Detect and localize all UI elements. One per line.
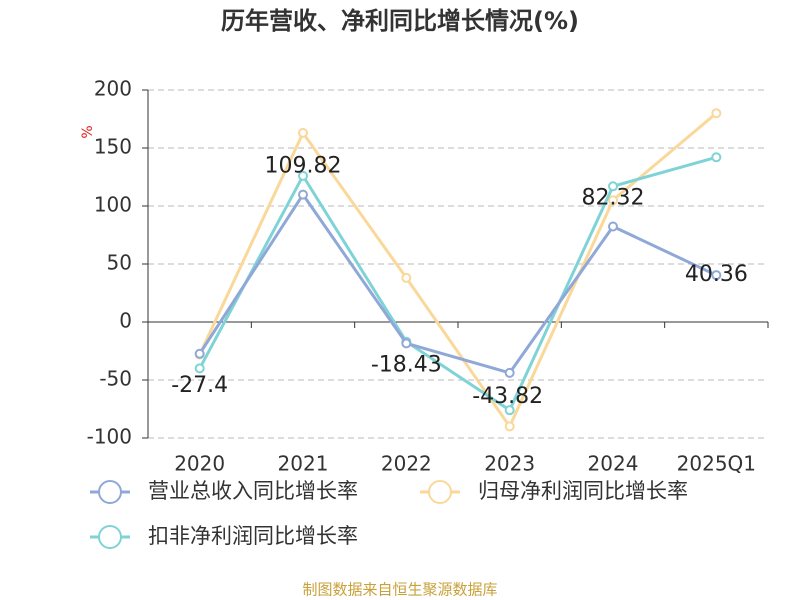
legend-label: 扣非净利润同比增长率 bbox=[148, 524, 358, 548]
point bbox=[401, 338, 412, 349]
value-label: -27.4 bbox=[171, 373, 228, 398]
point bbox=[504, 405, 515, 416]
value-label: 82.32 bbox=[582, 186, 645, 211]
series-line bbox=[198, 155, 717, 413]
value-label: -43.82 bbox=[472, 384, 543, 409]
point bbox=[608, 221, 618, 232]
point bbox=[194, 348, 205, 359]
point bbox=[711, 108, 722, 119]
x-tick-label: 2020 bbox=[174, 452, 225, 476]
legend-label: 归母净利润同比增长率 bbox=[478, 479, 688, 503]
x-tick-label: 2023 bbox=[484, 452, 535, 476]
y-tick-label: 50 bbox=[107, 251, 132, 275]
value-label: -18.43 bbox=[371, 352, 442, 377]
y-tick-label: -100 bbox=[87, 425, 132, 449]
source: 制图数据来自恒生聚源数据库 bbox=[302, 581, 497, 599]
point bbox=[298, 127, 308, 138]
value-label: 109.82 bbox=[265, 154, 342, 179]
legend-marker bbox=[98, 525, 122, 549]
series-line bbox=[198, 191, 717, 375]
point bbox=[401, 272, 412, 283]
point bbox=[298, 189, 308, 200]
y-tick-label: -50 bbox=[99, 367, 132, 391]
y-tick-label: 150 bbox=[94, 135, 132, 159]
x-tick-label: 2025Q1 bbox=[677, 452, 756, 476]
legend-label: 营业总收入同比增长率 bbox=[148, 479, 358, 503]
y-tick-label: 0 bbox=[119, 309, 132, 333]
y-tick-label: 100 bbox=[94, 193, 132, 217]
point bbox=[608, 181, 618, 192]
y-axis-label: % bbox=[80, 125, 96, 138]
point bbox=[194, 363, 205, 374]
legend-marker bbox=[98, 480, 122, 504]
point bbox=[504, 421, 515, 432]
y-tick-label: 200 bbox=[94, 77, 132, 101]
point bbox=[711, 152, 722, 163]
value-label: 40.36 bbox=[685, 262, 748, 287]
point bbox=[608, 195, 618, 206]
x-tick-label: 2021 bbox=[278, 452, 329, 476]
point bbox=[298, 170, 308, 181]
point bbox=[504, 367, 515, 378]
chart-title: 历年营收、净利同比增长情况(%) bbox=[221, 7, 579, 35]
series-line bbox=[198, 112, 718, 430]
x-tick-label: 2024 bbox=[588, 452, 639, 476]
x-tick-label: 2022 bbox=[381, 452, 432, 476]
point bbox=[711, 270, 722, 281]
legend-marker bbox=[428, 480, 452, 504]
